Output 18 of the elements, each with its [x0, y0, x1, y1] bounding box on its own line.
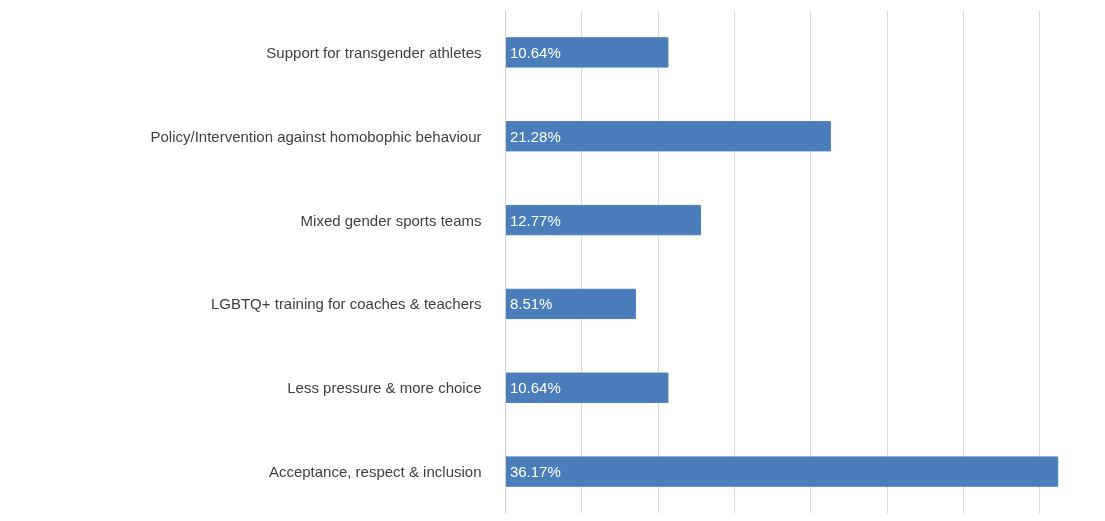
data-label: 8.51% [509, 295, 553, 313]
bar [505, 204, 701, 236]
data-label: 36.17% [509, 463, 561, 481]
y-tick-label: Support for transgender athletes [266, 43, 482, 61]
y-tick-label: Mixed gender sports teams [300, 211, 482, 229]
bar [505, 288, 636, 320]
data-label: 12.77% [509, 211, 561, 229]
bar [505, 456, 1059, 487]
y-tick-label: Less pressure & more choice [287, 379, 482, 397]
data-label: 21.28% [509, 127, 561, 145]
y-tick-label: LGBTQ+ training for coaches & teachers [210, 295, 482, 313]
data-label: 10.64% [509, 379, 561, 397]
bar [505, 372, 669, 403]
bar [505, 37, 669, 68]
y-tick-label: Acceptance, respect & inclusion [268, 463, 482, 481]
y-tick-label: Policy/Intervention against homobophic behaviour [150, 127, 482, 145]
bar [505, 121, 831, 152]
data-label: 10.64% [509, 43, 561, 61]
